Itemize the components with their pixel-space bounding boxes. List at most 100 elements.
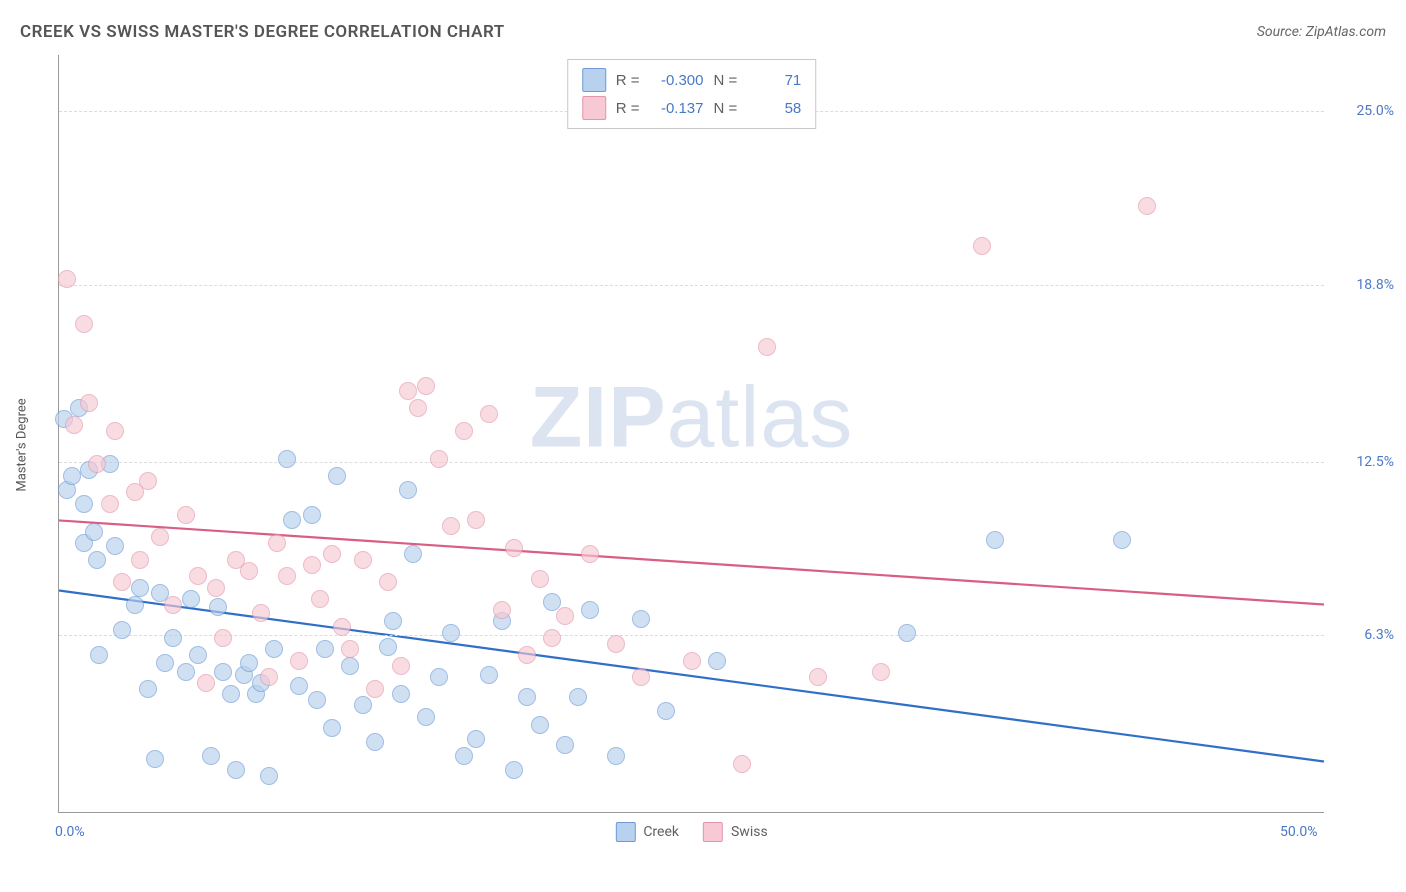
data-point: [80, 394, 98, 412]
data-point: [283, 511, 301, 529]
data-point: [569, 688, 587, 706]
y-tick-label: 18.8%: [1334, 277, 1394, 293]
data-point: [189, 646, 207, 664]
data-point: [505, 761, 523, 779]
data-point: [227, 761, 245, 779]
data-point: [303, 506, 321, 524]
data-point: [399, 382, 417, 400]
gridline: [59, 462, 1324, 463]
data-point: [898, 624, 916, 642]
legend-row-creek: R = -0.300 N = 71: [582, 66, 802, 94]
x-tick-label: 50.0%: [1280, 824, 1318, 840]
data-point: [379, 573, 397, 591]
data-point: [316, 640, 334, 658]
data-point: [260, 668, 278, 686]
y-tick-label: 25.0%: [1334, 103, 1394, 119]
series-legend: Creek Swiss: [615, 822, 767, 842]
data-point: [442, 517, 460, 535]
data-point: [146, 750, 164, 768]
data-point: [88, 551, 106, 569]
data-point: [480, 405, 498, 423]
data-point: [518, 688, 536, 706]
data-point: [328, 467, 346, 485]
data-point: [581, 545, 599, 563]
chart-title: CREEK VS SWISS MASTER'S DEGREE CORRELATI…: [20, 22, 505, 42]
data-point: [430, 450, 448, 468]
y-tick-label: 6.3%: [1334, 627, 1394, 643]
data-point: [384, 612, 402, 630]
data-point: [308, 691, 326, 709]
creek-swatch: [582, 68, 606, 92]
data-point: [467, 730, 485, 748]
data-point: [531, 716, 549, 734]
data-point: [113, 621, 131, 639]
data-point: [581, 601, 599, 619]
chart-source: Source: ZipAtlas.com: [1257, 24, 1386, 40]
creek-swatch-icon: [615, 822, 635, 842]
data-point: [379, 638, 397, 656]
data-point: [455, 747, 473, 765]
data-point: [323, 545, 341, 563]
x-tick-label: 0.0%: [55, 824, 85, 840]
data-point: [164, 629, 182, 647]
swiss-swatch: [582, 96, 606, 120]
legend-item-creek: Creek: [615, 822, 679, 842]
data-point: [986, 531, 1004, 549]
data-point: [85, 523, 103, 541]
data-point: [126, 596, 144, 614]
data-point: [268, 534, 286, 552]
data-point: [139, 472, 157, 490]
data-point: [392, 685, 410, 703]
data-point: [733, 755, 751, 773]
data-point: [209, 598, 227, 616]
data-point: [607, 635, 625, 653]
data-point: [290, 652, 308, 670]
y-axis-label: Master's Degree: [15, 398, 30, 491]
data-point: [632, 668, 650, 686]
data-point: [493, 601, 511, 619]
data-point: [177, 663, 195, 681]
data-point: [106, 422, 124, 440]
data-point: [151, 528, 169, 546]
plot-area: ZIPatlas R = -0.300 N = 71 R = -0.137 N …: [58, 55, 1324, 813]
data-point: [809, 668, 827, 686]
data-point: [156, 654, 174, 672]
data-point: [323, 719, 341, 737]
data-point: [88, 455, 106, 473]
data-point: [63, 467, 81, 485]
data-point: [90, 646, 108, 664]
data-point: [278, 567, 296, 585]
data-point: [214, 663, 232, 681]
data-point: [252, 604, 270, 622]
swiss-n-value: 58: [747, 100, 801, 117]
data-point: [240, 654, 258, 672]
data-point: [131, 551, 149, 569]
watermark: ZIPatlas: [530, 369, 853, 468]
legend-item-swiss: Swiss: [703, 822, 768, 842]
data-point: [333, 618, 351, 636]
data-point: [417, 377, 435, 395]
data-point: [189, 567, 207, 585]
data-point: [872, 663, 890, 681]
data-point: [505, 539, 523, 557]
data-point: [1138, 197, 1156, 215]
y-tick-label: 12.5%: [1334, 454, 1394, 470]
data-point: [260, 767, 278, 785]
data-point: [354, 696, 372, 714]
data-point: [467, 511, 485, 529]
data-point: [113, 573, 131, 591]
data-point: [607, 747, 625, 765]
data-point: [455, 422, 473, 440]
data-point: [177, 506, 195, 524]
data-point: [265, 640, 283, 658]
data-point: [278, 450, 296, 468]
data-point: [75, 495, 93, 513]
swiss-swatch-icon: [703, 822, 723, 842]
data-point: [207, 579, 225, 597]
source-link[interactable]: ZipAtlas.com: [1306, 24, 1386, 40]
data-point: [366, 680, 384, 698]
data-point: [131, 579, 149, 597]
data-point: [543, 629, 561, 647]
data-point: [366, 733, 384, 751]
data-point: [354, 551, 372, 569]
